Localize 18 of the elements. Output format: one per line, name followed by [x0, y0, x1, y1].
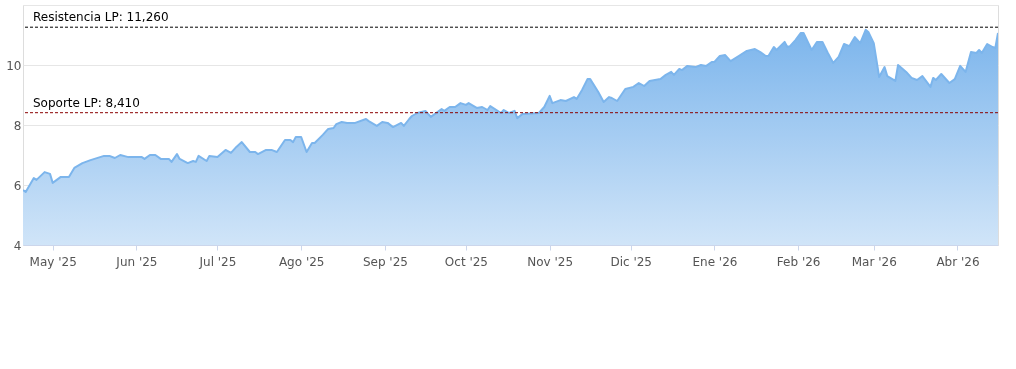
ref-line-label: Resistencia LP: 11,260 [33, 10, 169, 25]
x-tick-label: Dic '25 [610, 254, 652, 269]
x-tick-label: Ago '25 [278, 254, 325, 269]
x-tick-label: Abr '26 [936, 254, 980, 269]
y-tick-label: 8 [13, 118, 22, 133]
x-tick-label: Oct '25 [444, 254, 489, 269]
y-tick-label: 10 [6, 58, 22, 73]
x-tick-label: Jul '25 [198, 254, 237, 269]
x-tick-label: Jun '25 [115, 254, 158, 269]
x-tick-label: Feb '26 [776, 254, 821, 269]
y-tick-label: 6 [13, 178, 22, 193]
x-tick-label: Sep '25 [362, 254, 408, 269]
x-tick-label: Ene '26 [692, 254, 738, 269]
x-tick-label: May '25 [29, 254, 77, 269]
y-tick-label: 4 [13, 238, 22, 253]
x-tick-label: Nov '25 [527, 254, 574, 269]
ref-line-label: Soporte LP: 8,410 [33, 95, 140, 110]
x-tick-label: Mar '26 [851, 254, 897, 269]
